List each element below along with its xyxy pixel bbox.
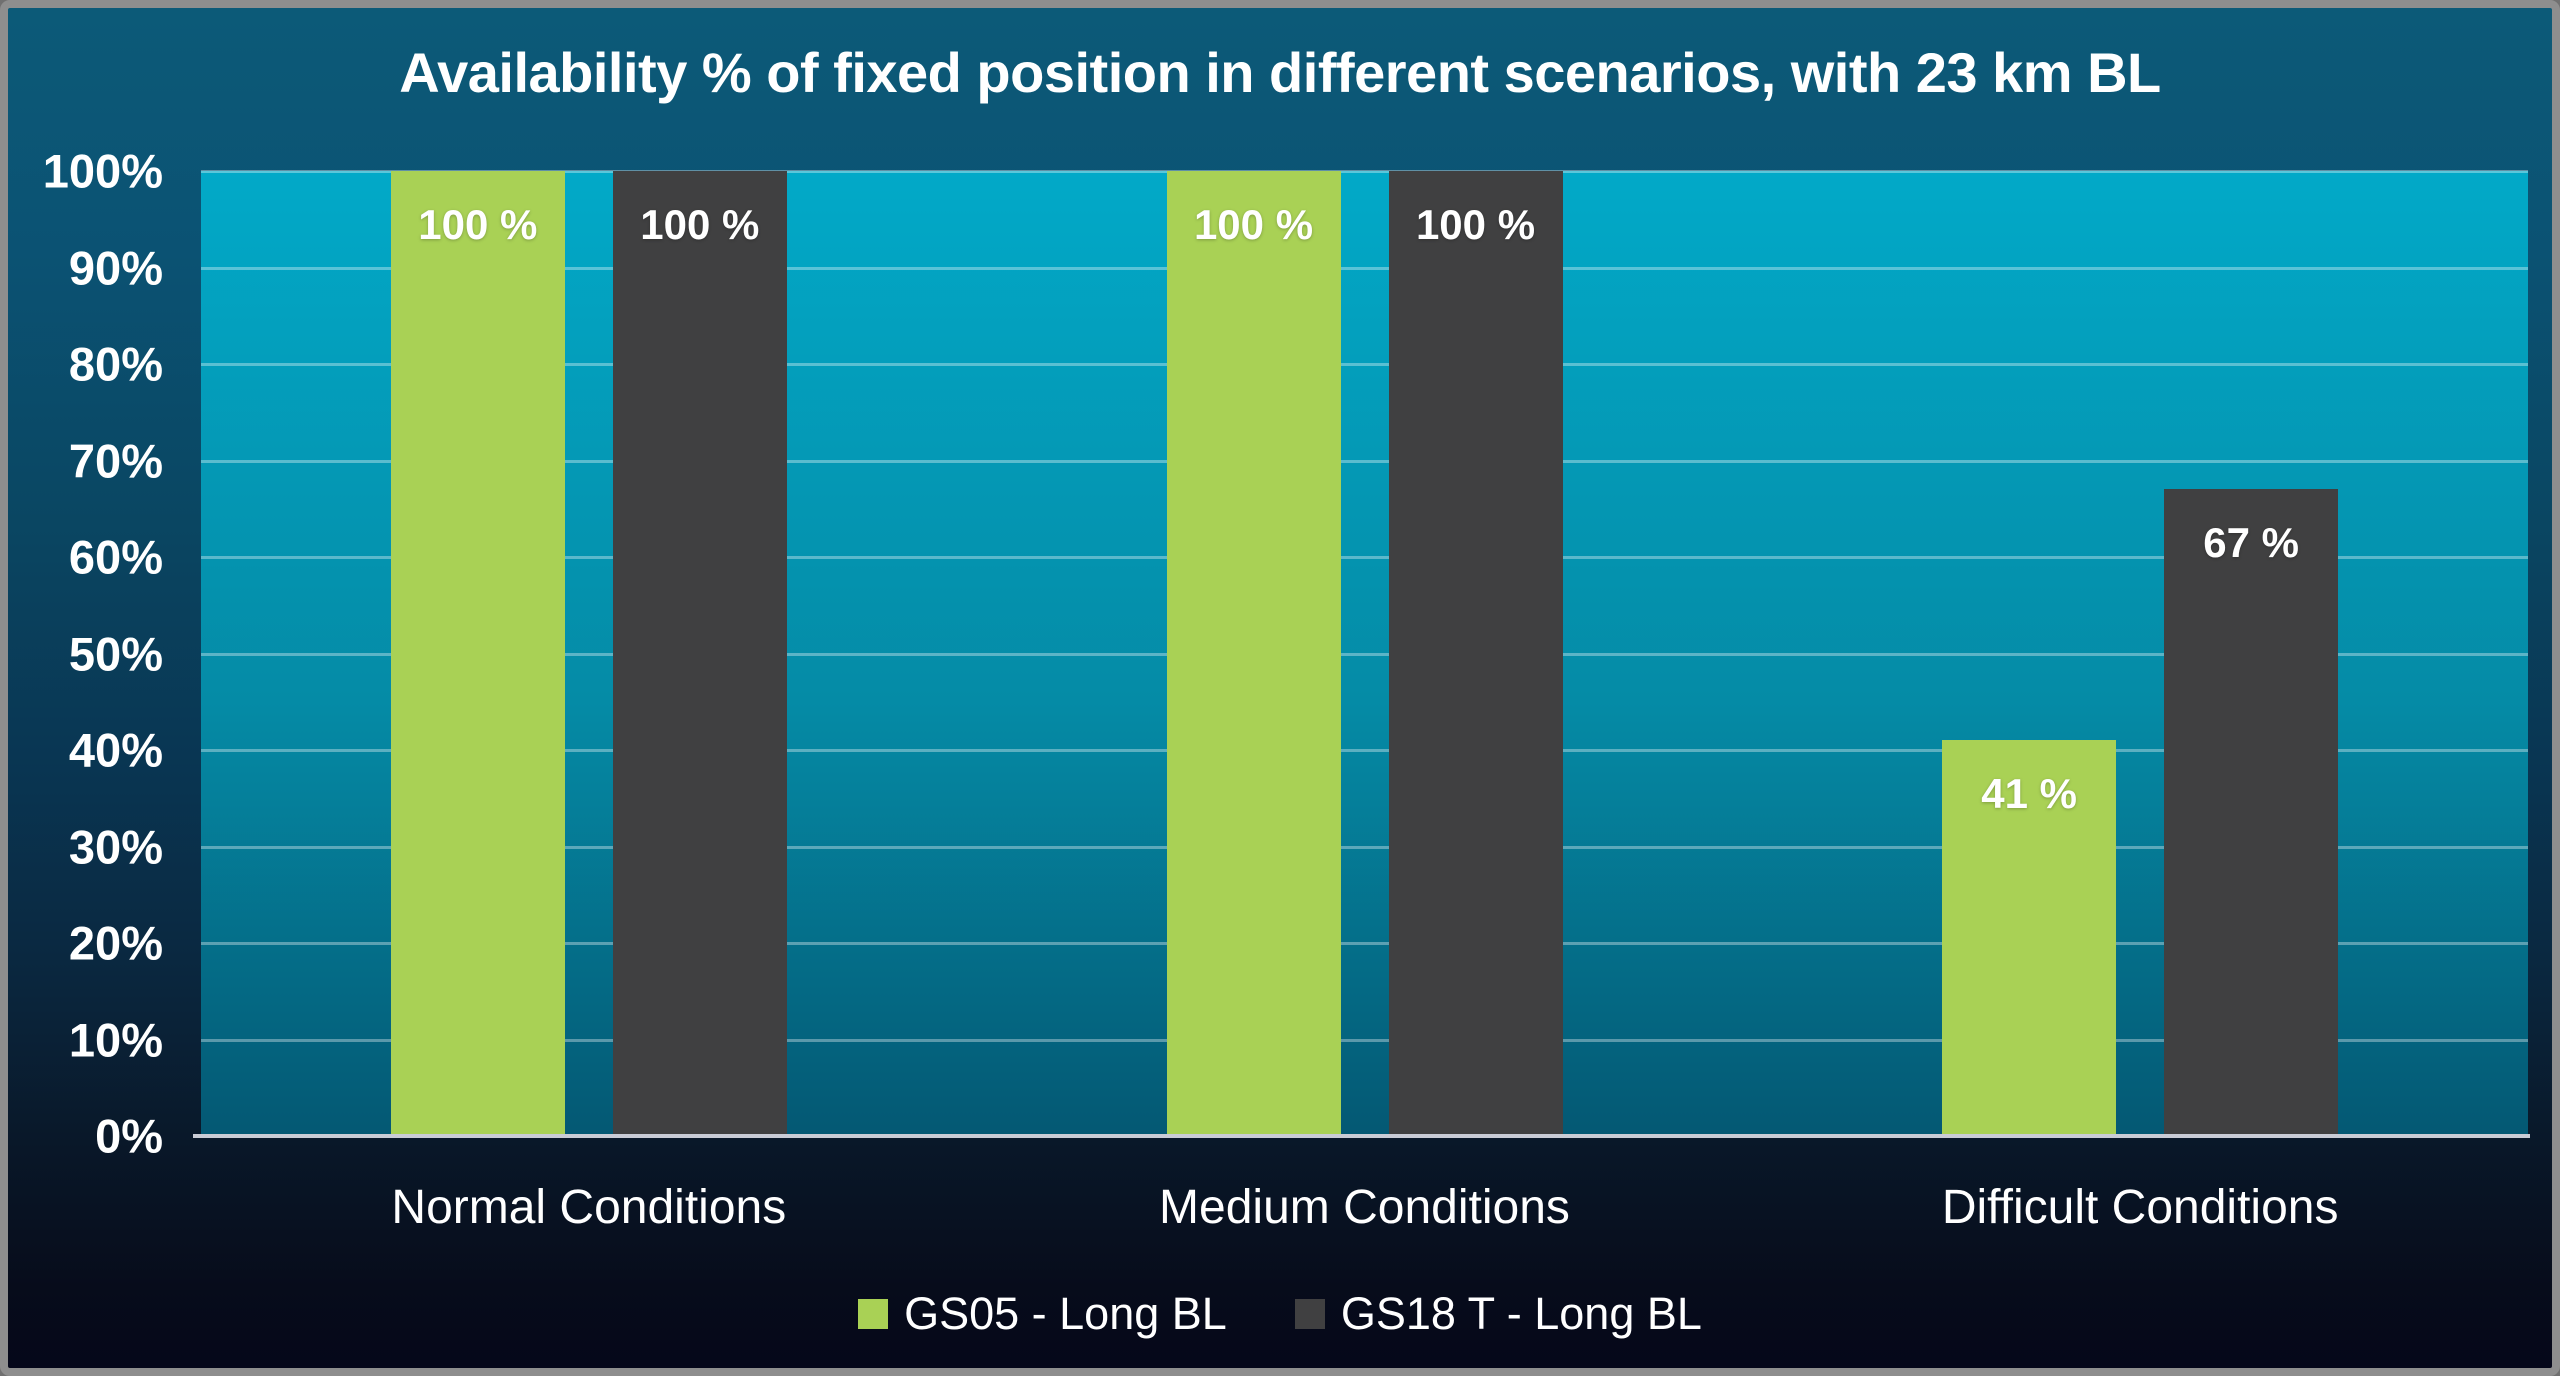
y-axis-tick-label: 10% [68, 1013, 163, 1066]
bar-value-label: 41 % [1981, 770, 2078, 818]
x-axis-line [193, 1134, 2530, 1138]
y-axis-tick-label: 70% [68, 434, 163, 487]
bar-gs18-medium: 100 % [1388, 171, 1563, 1136]
legend-swatch [1294, 1299, 1325, 1329]
legend-swatch [858, 1299, 889, 1329]
y-axis-tick-label: 80% [68, 337, 163, 391]
plot-area: 100 % 100 % 41 % 100 % 100 % 67 % [201, 170, 2528, 1136]
legend-label: GS18 T - Long BL [1340, 1288, 1702, 1339]
bar-value-label: 67 % [2203, 519, 2300, 567]
y-axis-tick-label: 40% [68, 723, 163, 777]
y-axis-tick-label: 30% [68, 820, 163, 873]
gridline [201, 942, 2528, 945]
bar-value-label: 100 % [1415, 201, 1536, 248]
category-label: Difficult Conditions [1941, 1181, 2339, 1234]
category-label: Medium Conditions [1159, 1181, 1570, 1234]
y-axis-tick-label: 50% [68, 627, 163, 680]
bar-gs05-difficult: 41 % [1942, 740, 2117, 1136]
gridline [201, 1038, 2528, 1042]
gridline [201, 845, 2528, 849]
legend: GS05 - Long BL GS18 T - Long BL [8, 1288, 2552, 1340]
y-axis-tick-label: 90% [68, 241, 163, 294]
y-axis-tick-label: 20% [68, 916, 163, 970]
bar-value-label: 100 % [1193, 201, 1314, 248]
gridline [201, 459, 2528, 463]
bar-gs05-medium: 100 % [1166, 171, 1341, 1136]
bar-gs18-normal: 100 % [612, 171, 787, 1136]
chart-title: Availability % of fixed position in diff… [399, 41, 2161, 104]
gridline [201, 266, 2528, 270]
legend-label: GS05 - Long BL [904, 1288, 1227, 1339]
bar-gs05-normal: 100 % [390, 171, 565, 1136]
y-axis-tick-label: 0% [95, 1109, 163, 1163]
y-axis-tick-label: 100% [42, 144, 163, 198]
gridline [201, 749, 2528, 752]
bar-value-label: 100 % [418, 201, 538, 248]
gridline [201, 556, 2528, 559]
bar-value-label: 100 % [640, 201, 760, 248]
gridline [201, 652, 2528, 656]
category-label: Normal Conditions [391, 1181, 787, 1234]
legend-item: GS05 - Long BL [858, 1288, 1227, 1340]
y-axis-tick-label: 60% [68, 530, 163, 584]
legend-item: GS18 T - Long BL [1294, 1288, 1702, 1340]
gridline [201, 170, 2528, 173]
gridline [201, 363, 2528, 366]
bar-gs18-difficult: 67 % [2164, 489, 2339, 1136]
